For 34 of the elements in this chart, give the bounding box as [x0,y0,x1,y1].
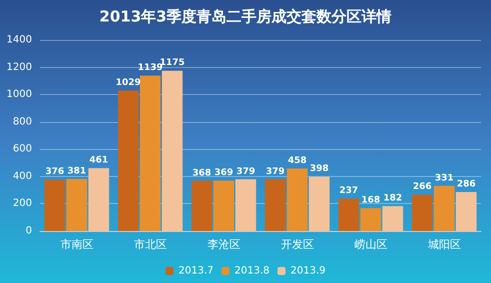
y-tick-label: 1000 [6,89,32,100]
legend-label: 2013.8 [234,266,270,276]
y-tick-label: 0 [26,226,32,236]
x-tick-label: 开发区 [280,238,314,251]
x-tick-label: 市南区 [60,238,94,251]
data-label: 237 [339,186,358,196]
data-label: 398 [310,164,329,174]
data-label: 368 [192,168,212,178]
data-label: 266 [412,182,432,192]
data-label: 381 [67,166,86,177]
data-label: 369 [214,168,234,178]
y-tick-label: 400 [12,170,32,182]
y-tick-label: 200 [12,198,32,210]
x-tick-label: 李沧区 [207,238,240,251]
data-label: 168 [361,196,380,206]
data-label: 331 [434,173,454,184]
chart-title: 2013年3季度青岛二手房成交套数分区详情 [99,8,392,26]
y-tick-label: 800 [12,116,32,128]
data-label: 461 [89,156,108,166]
x-tick-label: 崂山区 [354,238,388,251]
y-tick-label: 1400 [6,34,32,46]
x-tick-label: 市北区 [134,238,167,251]
x-tick-label: 城阳区 [426,238,461,251]
data-label: 286 [456,179,476,190]
data-label: 376 [45,167,64,178]
data-label: 379 [236,166,256,177]
data-label: 379 [266,166,285,177]
data-label: 1139 [138,63,163,74]
legend-label: 2013.7 [178,266,214,276]
data-label: 182 [383,194,402,204]
data-label: 458 [288,156,307,166]
y-tick-label: 600 [12,144,32,155]
legend-label: 2013.9 [290,266,326,276]
y-tick-label: 1200 [6,62,32,73]
